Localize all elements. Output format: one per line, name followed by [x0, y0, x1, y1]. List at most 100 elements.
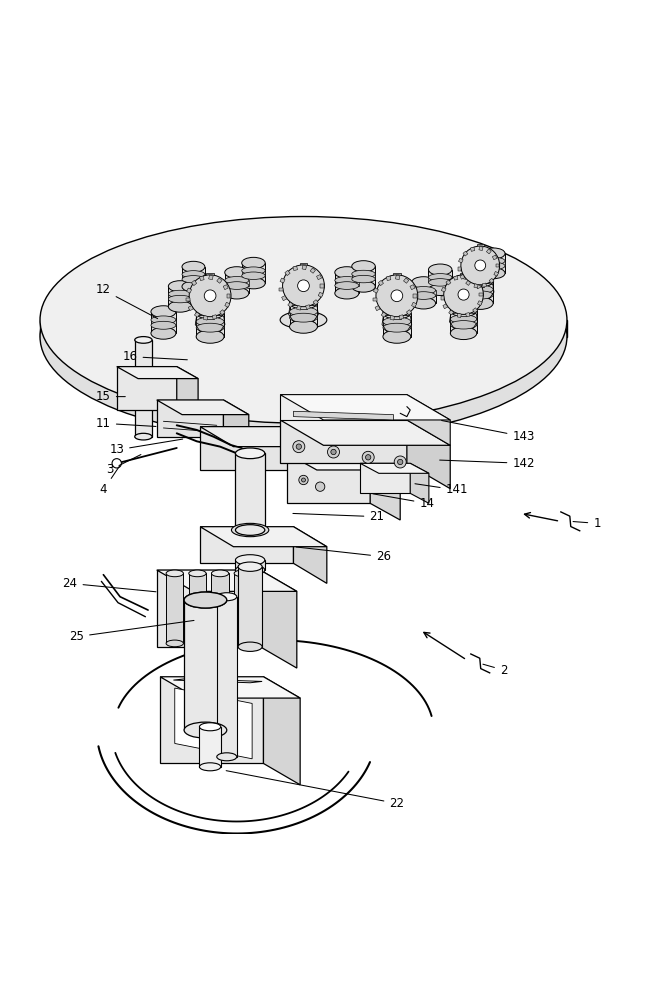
Text: 22: 22: [226, 771, 404, 810]
Bar: [441, 296, 444, 300]
Bar: [414, 294, 417, 298]
Ellipse shape: [241, 257, 265, 269]
Bar: [191, 280, 197, 286]
Polygon shape: [287, 453, 400, 470]
Ellipse shape: [291, 315, 315, 325]
Circle shape: [362, 451, 374, 463]
Circle shape: [299, 475, 308, 485]
Circle shape: [475, 260, 486, 271]
Ellipse shape: [238, 562, 262, 571]
Text: 21: 21: [293, 510, 384, 523]
Ellipse shape: [352, 281, 376, 292]
Polygon shape: [335, 280, 359, 286]
Bar: [217, 278, 222, 283]
Polygon shape: [206, 273, 214, 319]
Text: 11: 11: [96, 417, 156, 430]
Polygon shape: [200, 427, 293, 470]
Text: 24: 24: [63, 577, 156, 592]
Bar: [399, 315, 404, 319]
Ellipse shape: [235, 448, 265, 459]
Ellipse shape: [482, 262, 505, 270]
Ellipse shape: [225, 267, 249, 278]
Ellipse shape: [225, 277, 249, 284]
Ellipse shape: [182, 271, 205, 278]
Ellipse shape: [40, 217, 567, 423]
Ellipse shape: [482, 257, 505, 265]
Ellipse shape: [289, 320, 317, 333]
Polygon shape: [177, 367, 198, 422]
Polygon shape: [241, 263, 265, 283]
Text: 142: 142: [440, 457, 535, 470]
Text: 14: 14: [373, 494, 434, 510]
Polygon shape: [407, 420, 450, 489]
Polygon shape: [293, 411, 394, 420]
Ellipse shape: [151, 327, 176, 339]
Ellipse shape: [412, 292, 436, 299]
Ellipse shape: [151, 321, 176, 329]
Polygon shape: [280, 420, 407, 463]
Ellipse shape: [482, 268, 505, 279]
Text: 25: 25: [69, 620, 194, 643]
Polygon shape: [235, 453, 265, 530]
Ellipse shape: [211, 640, 229, 647]
Bar: [449, 310, 454, 315]
Polygon shape: [477, 244, 484, 287]
Ellipse shape: [352, 261, 376, 272]
Circle shape: [204, 290, 216, 302]
Polygon shape: [293, 427, 327, 490]
Polygon shape: [280, 420, 450, 445]
Bar: [186, 298, 190, 301]
Bar: [310, 268, 315, 273]
Ellipse shape: [182, 276, 205, 283]
Polygon shape: [293, 527, 327, 583]
Ellipse shape: [428, 279, 452, 286]
Text: 2: 2: [483, 664, 508, 677]
Polygon shape: [151, 320, 176, 325]
Polygon shape: [263, 677, 300, 785]
Ellipse shape: [241, 278, 265, 289]
Ellipse shape: [231, 523, 269, 537]
Bar: [457, 313, 462, 318]
Polygon shape: [360, 463, 410, 493]
Ellipse shape: [225, 287, 249, 299]
Polygon shape: [482, 261, 505, 266]
Ellipse shape: [217, 753, 237, 761]
Bar: [187, 288, 191, 293]
Bar: [302, 265, 307, 270]
Polygon shape: [468, 289, 493, 295]
Ellipse shape: [217, 593, 237, 601]
Polygon shape: [196, 313, 224, 337]
Polygon shape: [383, 322, 411, 328]
Polygon shape: [299, 263, 307, 309]
Ellipse shape: [428, 264, 452, 275]
Text: 12: 12: [96, 283, 157, 319]
Bar: [458, 267, 462, 271]
Ellipse shape: [241, 267, 265, 274]
Ellipse shape: [168, 295, 192, 303]
Polygon shape: [450, 319, 477, 325]
Bar: [287, 302, 293, 307]
Ellipse shape: [468, 297, 493, 309]
Bar: [466, 281, 471, 285]
Circle shape: [293, 441, 305, 453]
Ellipse shape: [166, 570, 183, 577]
Polygon shape: [223, 400, 249, 451]
Text: 16: 16: [123, 350, 187, 363]
Bar: [478, 301, 482, 305]
Polygon shape: [168, 286, 192, 307]
Polygon shape: [175, 688, 252, 759]
Polygon shape: [412, 290, 436, 296]
Ellipse shape: [482, 248, 505, 259]
Polygon shape: [182, 274, 205, 279]
Ellipse shape: [199, 723, 221, 731]
Bar: [470, 278, 475, 283]
Bar: [212, 315, 217, 319]
Bar: [410, 285, 415, 290]
Bar: [280, 278, 285, 283]
Ellipse shape: [225, 282, 249, 289]
Bar: [412, 302, 417, 307]
Ellipse shape: [335, 277, 359, 284]
Circle shape: [391, 290, 403, 302]
Ellipse shape: [135, 337, 152, 343]
Polygon shape: [199, 727, 221, 767]
